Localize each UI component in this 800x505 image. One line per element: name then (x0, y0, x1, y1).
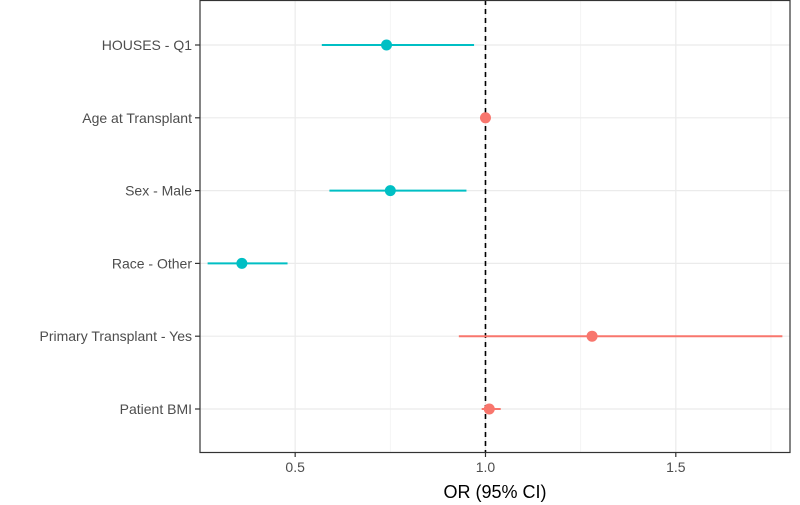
x-tick-label: 1.0 (476, 459, 496, 475)
y-axis: HOUSES - Q1 Age at Transplant Sex - Male Ra… (39, 37, 200, 417)
or-point (381, 39, 393, 51)
or-point (586, 330, 598, 342)
y-tick-label: Age at Transplant (82, 110, 192, 126)
or-point (483, 403, 495, 415)
or-point (236, 257, 248, 269)
or-point (384, 185, 396, 197)
y-tick-label: Primary Transplant - Yes (39, 328, 192, 344)
y-tick-label: Patient BMI (120, 401, 192, 417)
y-tick-label: Sex - Male (125, 183, 192, 199)
y-tick-label: HOUSES - Q1 (102, 37, 192, 53)
x-tick-label: 0.5 (285, 459, 305, 475)
panel-border (199, 0, 791, 454)
x-axis: 0.5 1.0 1.5 (285, 452, 686, 475)
or-point (479, 112, 491, 124)
y-tick-label: Race - Other (112, 255, 192, 271)
plot-panel (199, 0, 791, 454)
x-axis-title: OR (95% CI) (443, 482, 546, 502)
x-tick-label: 1.5 (666, 459, 686, 475)
